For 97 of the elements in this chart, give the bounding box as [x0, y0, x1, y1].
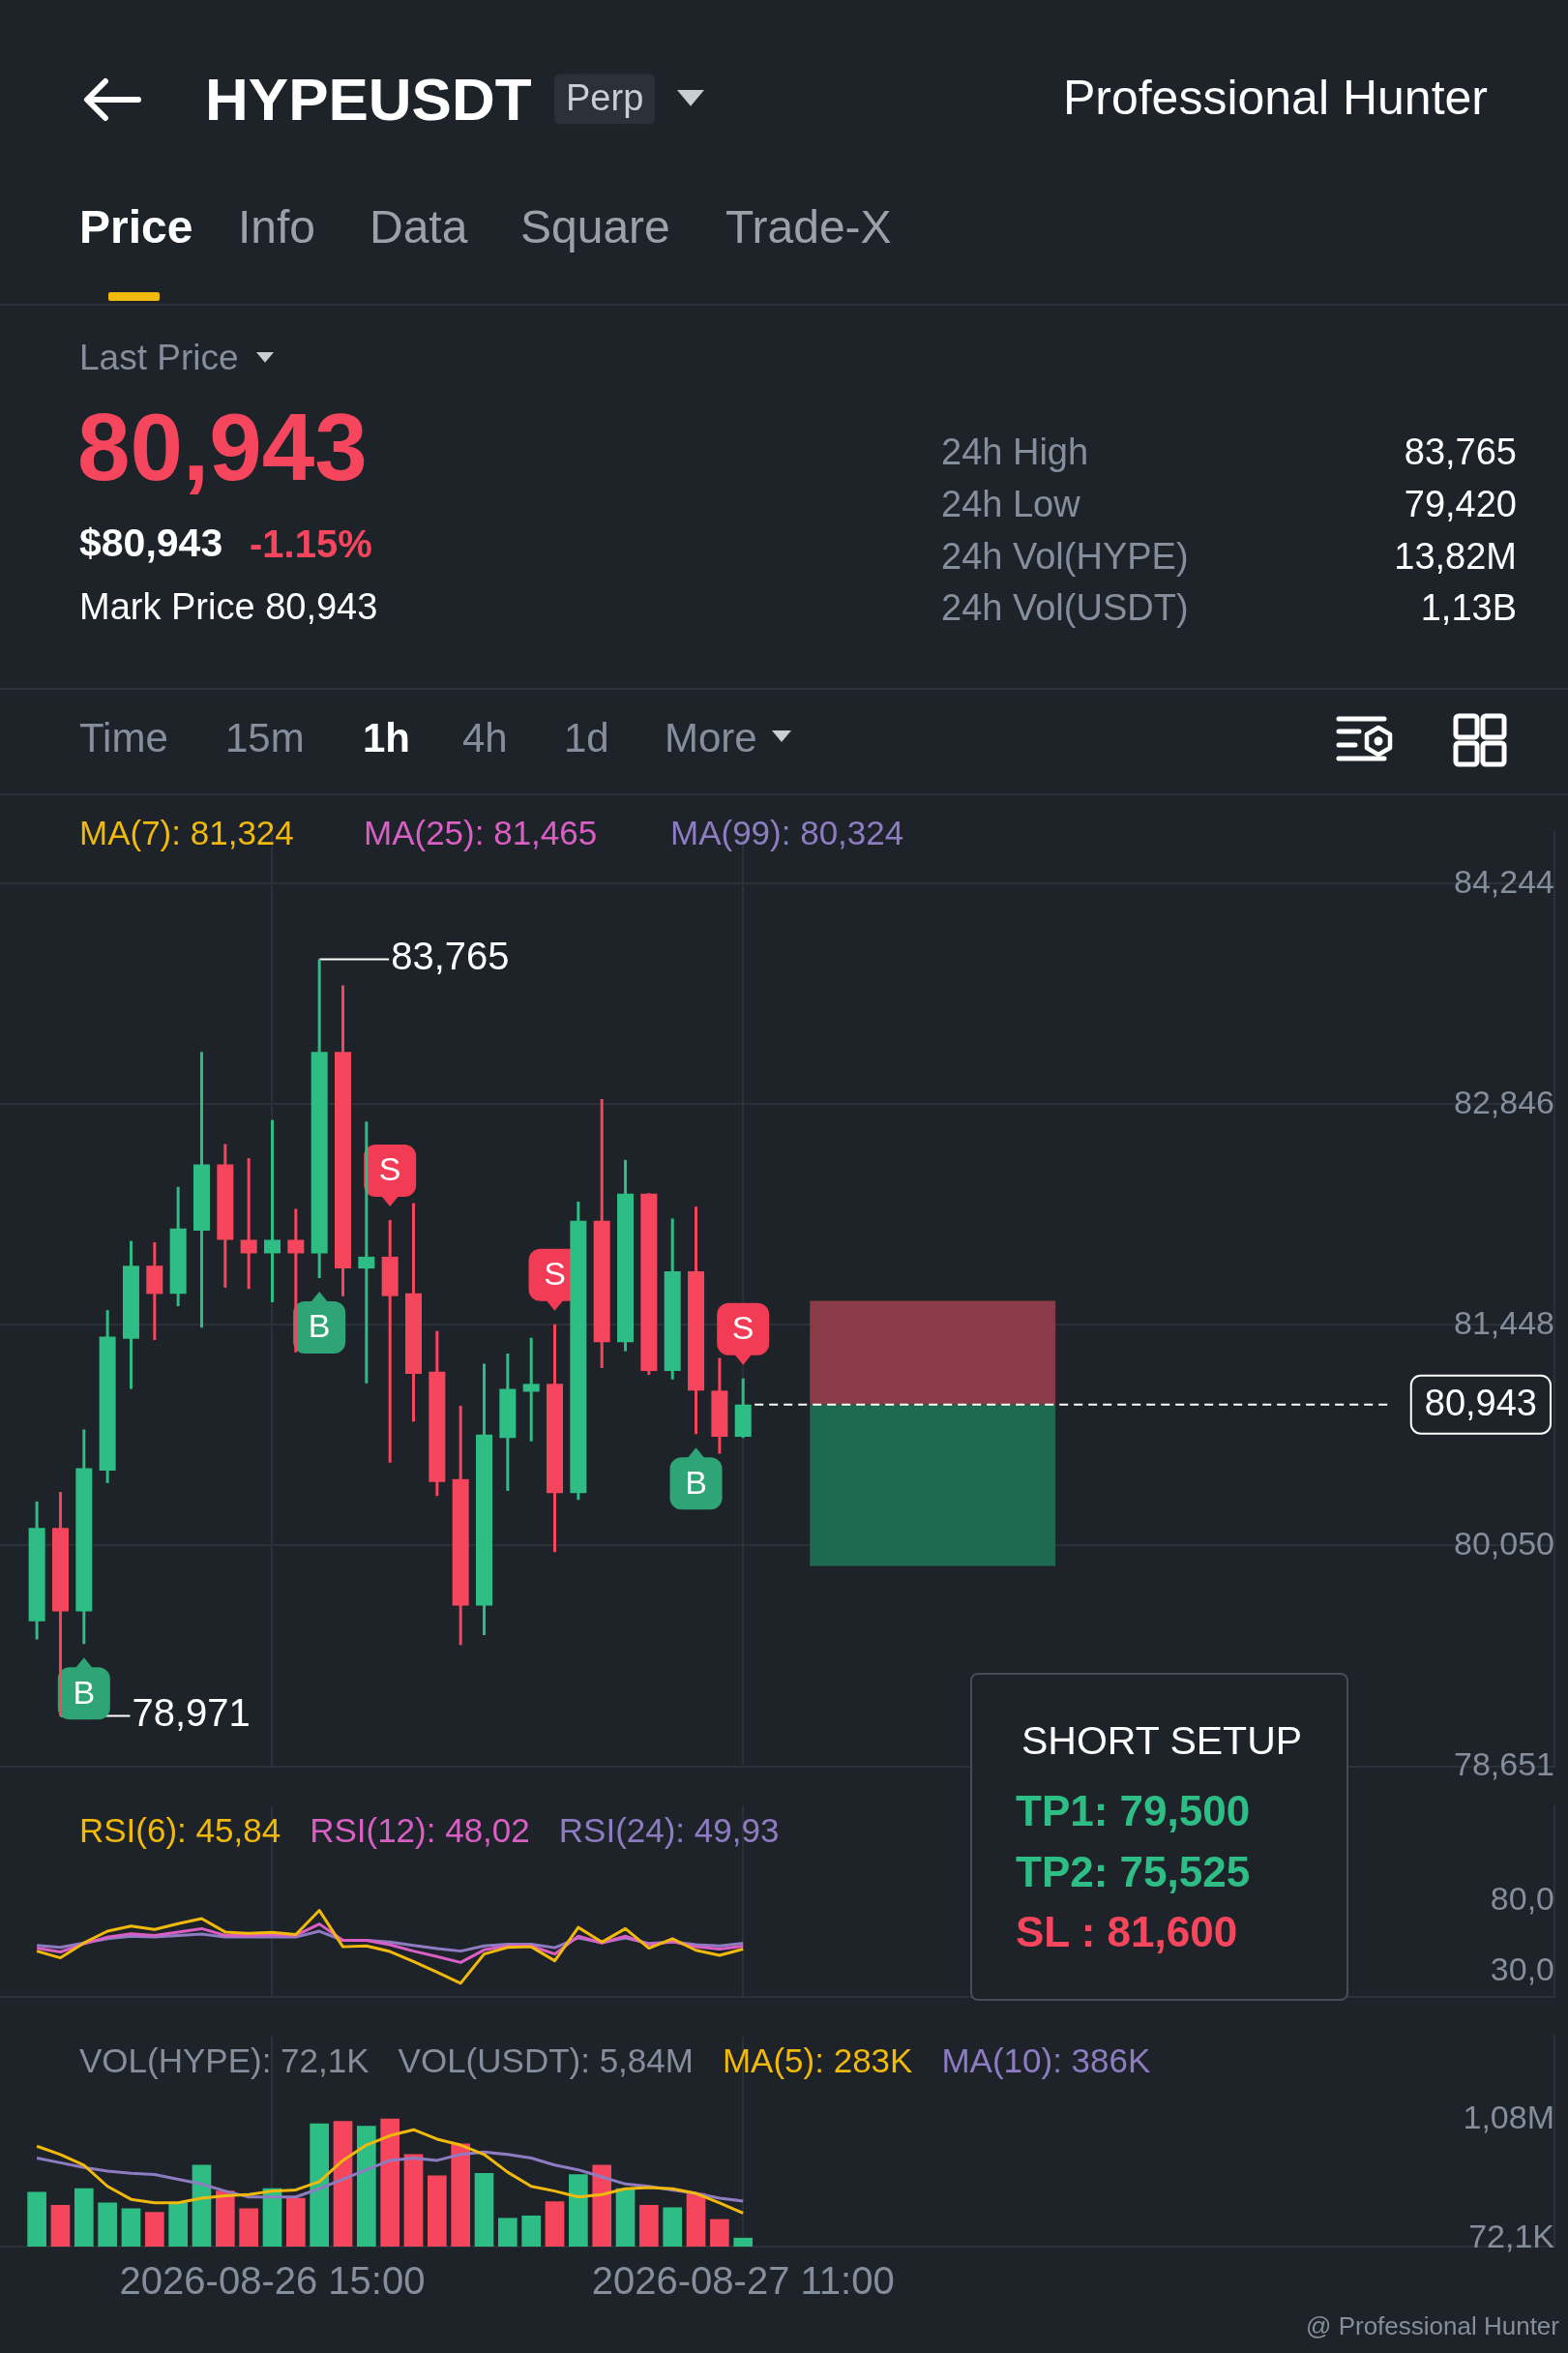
- annotation: TP1: 79,500: [1016, 1786, 1251, 1836]
- text: 1,13B: [1420, 587, 1517, 630]
- bar: [144, 2212, 164, 2247]
- bar: [521, 2215, 542, 2247]
- text: MA(10): 386K: [941, 2041, 1151, 2080]
- bar: [310, 2123, 329, 2247]
- bar: [27, 2191, 46, 2247]
- text: Price: [79, 200, 193, 254]
- text: Perp: [554, 74, 656, 124]
- annotation: MA(7): 81,324: [79, 813, 294, 853]
- bar: [357, 2126, 376, 2247]
- annotation: 83,765: [391, 935, 510, 978]
- candlestick: [358, 1121, 375, 1384]
- candlestick: [263, 1119, 281, 1303]
- bar: [451, 2143, 471, 2247]
- text: $80,943: [79, 521, 223, 567]
- annotation: TP2: 75,525: [1016, 1847, 1251, 1897]
- y-tick-label: 84,244: [1454, 862, 1554, 900]
- text: Time: [79, 714, 168, 762]
- annotation: VOL(HYPE): 72,1K: [79, 2041, 370, 2080]
- y-tick-label: 80,050: [1454, 1524, 1554, 1562]
- text: 80,943: [77, 392, 368, 502]
- y-tick-label: 1,08M: [1463, 2098, 1554, 2135]
- annotation: SHORT SETUP: [1021, 1718, 1303, 1765]
- text: 24h Vol(HYPE): [941, 536, 1189, 579]
- annotation: B: [308, 1307, 331, 1345]
- annotation: MA(99): 80,324: [670, 813, 904, 853]
- bar: [474, 2173, 494, 2247]
- bar: [733, 2237, 754, 2247]
- annotation: B: [685, 1463, 707, 1501]
- x-tick-label: 2026-08-27 11:00: [591, 2259, 895, 2303]
- y-tick-label: 72,1K: [1468, 2217, 1555, 2254]
- bar: [239, 2208, 258, 2247]
- text: -1.15%: [250, 521, 372, 566]
- bar: [333, 2121, 353, 2247]
- annotation: VOL(USDT): 5,84M: [398, 2041, 694, 2080]
- bar: [545, 2201, 565, 2247]
- text: 1h: [363, 714, 411, 762]
- text: 1d: [564, 714, 609, 762]
- bar: [192, 2164, 212, 2247]
- bar: [98, 2202, 117, 2247]
- candlestick: [522, 1337, 540, 1442]
- y-tick-label: 81,448: [1454, 1303, 1554, 1341]
- y-tick-label: 30,0: [1490, 1950, 1554, 1987]
- text: MA(5): 283K: [722, 2041, 913, 2080]
- text: Last Price: [79, 337, 239, 379]
- text: Info: [238, 200, 316, 254]
- chart-title: HYPEUSDT: [205, 64, 532, 134]
- annotation: 78,971: [132, 1691, 251, 1735]
- text: 24h High: [941, 432, 1089, 474]
- annotation: MA(25): 81,465: [364, 813, 598, 853]
- text: RSI(12): 48,02: [310, 1811, 530, 1850]
- bar: [569, 2174, 588, 2247]
- text: 24h Low: [941, 484, 1080, 526]
- bar: [615, 2188, 636, 2247]
- text: RSI(24): 49,93: [558, 1811, 780, 1850]
- bar: [403, 2154, 424, 2247]
- text: Square: [520, 200, 670, 254]
- annotation: S: [731, 1309, 754, 1347]
- bar: [686, 2192, 706, 2247]
- text: More: [665, 714, 757, 762]
- annotation: S: [544, 1255, 566, 1293]
- bar: [215, 2190, 235, 2247]
- bar: [592, 2164, 612, 2247]
- y-tick-label: 80,0: [1490, 1880, 1554, 1918]
- text: 15m: [225, 714, 305, 762]
- x-tick-label: 2026-08-26 15:00: [119, 2259, 426, 2303]
- bar: [168, 2202, 188, 2247]
- text: 24h Vol(USDT): [941, 587, 1189, 630]
- text: 4h: [462, 714, 508, 762]
- ref-line-label: 80,943: [1424, 1383, 1537, 1424]
- bar: [639, 2204, 659, 2247]
- bar: [498, 2218, 518, 2247]
- text: Mark Price 80,943: [79, 586, 378, 629]
- annotation: B: [73, 1673, 96, 1711]
- candlestick: [287, 1208, 305, 1353]
- y-tick-label: 82,846: [1454, 1083, 1554, 1120]
- text: @ Professional Hunter: [1306, 2311, 1559, 2341]
- bar: [121, 2208, 141, 2247]
- text: Data: [370, 200, 468, 254]
- bar: [50, 2204, 71, 2247]
- text: 13,82M: [1394, 536, 1517, 579]
- text: RSI(6): 45,84: [79, 1811, 281, 1850]
- text: 83,765: [1404, 432, 1517, 474]
- bar: [286, 2197, 306, 2247]
- bar: [74, 2188, 94, 2247]
- annotation: SL : 81,600: [1016, 1907, 1238, 1957]
- text: Trade-X: [725, 200, 892, 254]
- bar: [663, 2207, 683, 2247]
- annotation: S: [378, 1150, 401, 1188]
- bar: [380, 2118, 399, 2247]
- y-tick-label: 78,651: [1454, 1744, 1554, 1782]
- text: 79,420: [1404, 484, 1517, 526]
- bar: [710, 2219, 729, 2247]
- candlestick: [240, 1158, 257, 1291]
- text: Professional Hunter: [1062, 71, 1488, 127]
- bar: [428, 2175, 447, 2247]
